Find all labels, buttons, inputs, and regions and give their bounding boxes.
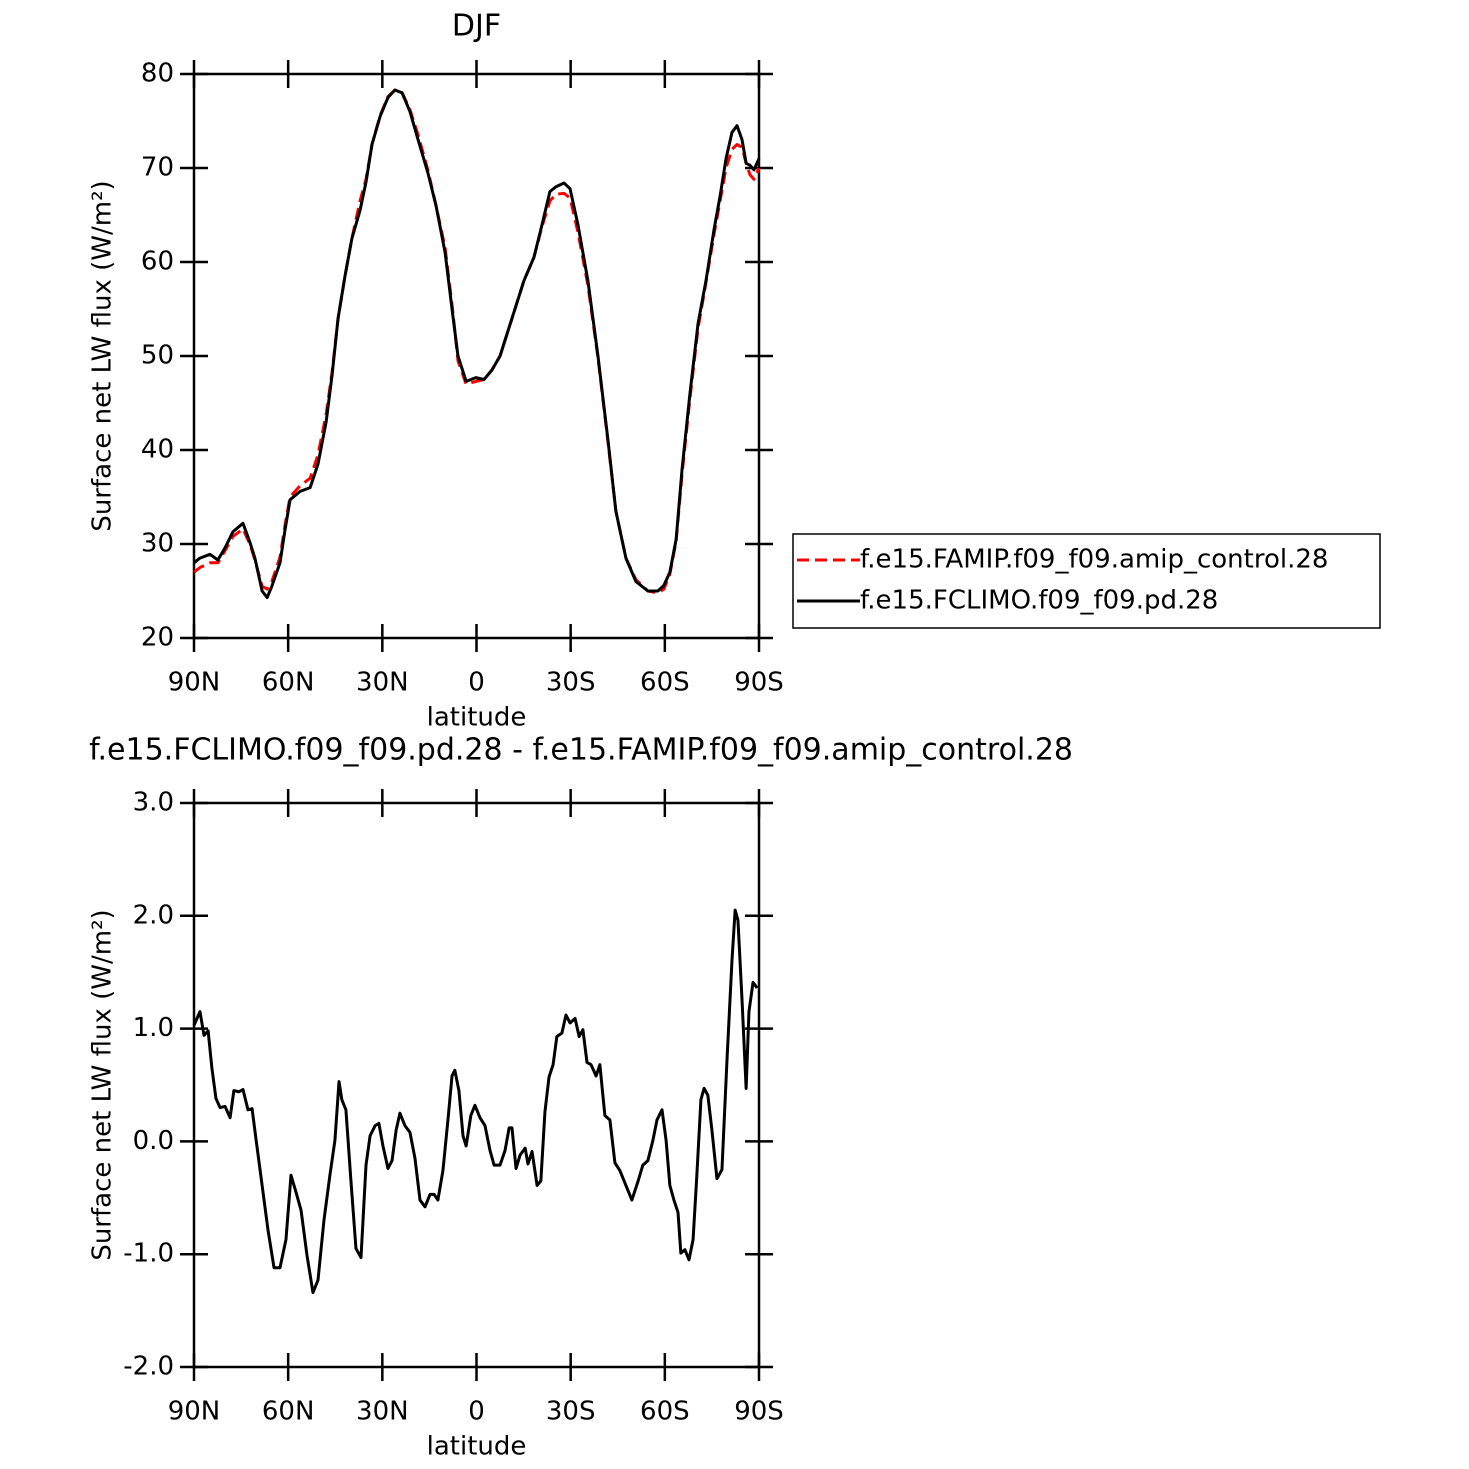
x-tick-label: 0 <box>468 668 485 698</box>
x-tick-label: 0 <box>468 1397 485 1427</box>
x-tick-label: 30S <box>546 1397 596 1427</box>
x-tick-label: 60S <box>640 668 690 698</box>
y-tick-label: 0.0 <box>133 1126 174 1156</box>
x-tick-label: 60S <box>640 1397 690 1427</box>
y-tick-label: 30 <box>141 529 174 559</box>
legend: f.e15.FAMIP.f09_f09.amip_control.28 f.e15… <box>792 533 1381 629</box>
legend-label: f.e15.FAMIP.f09_f09.amip_control.28 <box>860 545 1328 575</box>
chart-title: DJF <box>452 9 501 44</box>
y-tick-label: 70 <box>141 153 174 183</box>
x-tick-label: 90S <box>734 668 784 698</box>
y-tick-label: 60 <box>141 247 174 277</box>
x-tick-label: 30N <box>356 668 409 698</box>
y-tick-label: 50 <box>141 341 174 371</box>
chart-title: f.e15.FCLIMO.f09_f09.pd.28 - f.e15.FAMIP… <box>89 733 1073 768</box>
x-axis-label: latitude <box>427 1432 527 1462</box>
x-tick-label: 60N <box>262 1397 315 1427</box>
x-axis-label: latitude <box>427 703 527 733</box>
plot-frame <box>192 801 761 1369</box>
x-tick-label: 90S <box>734 1397 784 1427</box>
y-tick-label: -2.0 <box>123 1352 174 1382</box>
y-tick-label: 20 <box>141 623 174 653</box>
x-tick-label: 30S <box>546 668 596 698</box>
x-tick-label: 90N <box>168 668 221 698</box>
y-tick-label: 1.0 <box>133 1013 174 1043</box>
y-axis-label: Surface net LW flux (W/m²) <box>88 180 118 531</box>
y-tick-label: 40 <box>141 435 174 465</box>
x-tick-label: 30N <box>356 1397 409 1427</box>
y-tick-label: -1.0 <box>123 1239 174 1269</box>
y-tick-label: 2.0 <box>133 900 174 930</box>
y-axis-label: Surface net LW flux (W/m²) <box>88 909 118 1260</box>
data-line <box>193 88 761 595</box>
y-tick-label: 3.0 <box>133 788 174 818</box>
data-line <box>193 88 761 600</box>
legend-box <box>792 533 1381 629</box>
data-line <box>192 908 759 1295</box>
legend-label: f.e15.FCLIMO.f09_f09.pd.28 <box>860 586 1218 616</box>
x-tick-label: 60N <box>262 668 315 698</box>
y-tick-label: 80 <box>141 59 174 89</box>
x-tick-label: 90N <box>168 1397 221 1427</box>
